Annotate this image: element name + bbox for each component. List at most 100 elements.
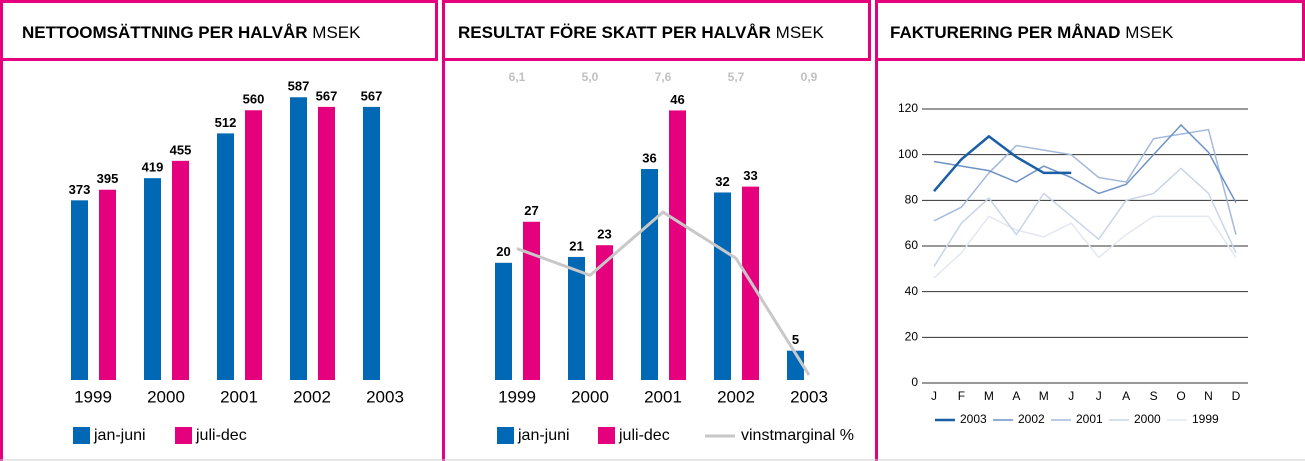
bar <box>172 160 189 380</box>
bar-value-label: 33 <box>743 168 757 183</box>
legend-label: 1999 <box>1192 412 1219 426</box>
x-tick-label: 2002 <box>717 387 755 406</box>
bar <box>596 245 613 380</box>
x-tick-label: 2001 <box>220 387 258 406</box>
x-tick-label: J <box>931 389 937 403</box>
line-value-label: 6,1 <box>509 70 526 84</box>
x-tick-label: M <box>1039 389 1049 403</box>
legend-swatch <box>175 427 192 444</box>
x-tick-label: 1999 <box>74 387 112 406</box>
x-tick-label: 2003 <box>366 387 404 406</box>
bar-value-label: 373 <box>69 182 91 197</box>
legend-label: 2001 <box>1076 412 1103 426</box>
bar-value-label: 27 <box>524 203 538 218</box>
title: FAKTURERING PER MÅNAD <box>890 23 1120 42</box>
bar <box>523 221 540 380</box>
x-tick-label: 2000 <box>147 387 185 406</box>
bar <box>71 200 88 380</box>
bar <box>144 178 161 380</box>
bar-value-label: 512 <box>215 115 237 130</box>
bar-value-label: 46 <box>670 92 684 107</box>
unit: MSEK <box>776 23 825 42</box>
x-tick-label: N <box>1204 389 1213 403</box>
bar <box>714 192 731 380</box>
legend-label: jan-juni <box>517 427 570 444</box>
legend-label: 2003 <box>960 412 987 426</box>
chart-title: FAKTURERING PER MÅNAD MSEK <box>890 23 1174 42</box>
legend-swatch <box>73 427 90 444</box>
bar-value-label: 23 <box>597 227 611 242</box>
x-tick-label: A <box>1012 389 1020 403</box>
bar-value-label: 560 <box>243 92 265 107</box>
legend-swatch <box>598 427 615 444</box>
unit: MSEK <box>1125 23 1174 42</box>
line-value-label: 5,7 <box>728 70 745 84</box>
x-tick-label: M <box>984 389 994 403</box>
bar <box>245 110 262 381</box>
bar-value-label: 455 <box>170 142 192 157</box>
bar <box>363 106 380 381</box>
legend-label: vinstmarginal % <box>741 427 854 444</box>
x-tick-label: S <box>1150 389 1158 403</box>
panel-header <box>875 0 1305 61</box>
x-tick-label: 2001 <box>644 387 682 406</box>
line-value-label: 7,6 <box>655 70 672 84</box>
y-tick-label: 20 <box>905 330 919 344</box>
x-tick-label: J <box>1096 389 1102 403</box>
y-tick-label: 60 <box>905 238 919 252</box>
y-tick-label: 0 <box>911 375 918 389</box>
line <box>933 167 1237 267</box>
x-tick-label: J <box>1068 389 1074 403</box>
legend-swatch <box>497 427 514 444</box>
line <box>933 215 1237 279</box>
bar-value-label: 32 <box>715 174 729 189</box>
x-tick-label: 2000 <box>571 387 609 406</box>
panel-header <box>442 0 871 61</box>
y-tick-label: 40 <box>905 284 919 298</box>
line-value-label: 0,9 <box>801 70 818 84</box>
bar-value-label: 567 <box>361 88 383 103</box>
line-value-label: 5,0 <box>582 70 599 84</box>
bar-value-label: 567 <box>316 88 338 103</box>
legend-label: 2002 <box>1018 412 1045 426</box>
bar-value-label: 36 <box>642 150 656 165</box>
title: NETTOOMSÄTTNING PER HALVÅR <box>22 23 308 42</box>
x-tick-label: D <box>1232 389 1241 403</box>
y-tick-label: 120 <box>898 101 918 115</box>
bar-value-label: 20 <box>496 244 510 259</box>
bar-value-label: 587 <box>288 79 310 94</box>
x-tick-label: A <box>1122 389 1130 403</box>
y-tick-label: 80 <box>905 193 919 207</box>
bar-value-label: 5 <box>792 332 799 347</box>
title: RESULTAT FÖRE SKATT PER HALVÅR <box>458 23 771 42</box>
line <box>516 210 811 376</box>
y-tick-label: 100 <box>898 147 918 161</box>
x-tick-label: F <box>958 389 965 403</box>
x-tick-label: 2003 <box>790 387 828 406</box>
chart-title: NETTOOMSÄTTNING PER HALVÅR MSEK <box>22 23 361 42</box>
bar <box>217 133 234 380</box>
line <box>933 123 1237 203</box>
bar-value-label: 419 <box>142 160 164 175</box>
bar-value-label: 21 <box>569 238 583 253</box>
chart-title: RESULTAT FÖRE SKATT PER HALVÅR MSEK <box>458 23 824 42</box>
legend-label: juli-dec <box>195 427 247 444</box>
x-tick-label: 1999 <box>498 387 536 406</box>
unit: MSEK <box>312 23 361 42</box>
line <box>933 128 1237 235</box>
bar <box>669 110 686 380</box>
bar <box>568 256 585 380</box>
line <box>933 134 1072 193</box>
legend-label: juli-dec <box>618 427 670 444</box>
bar <box>641 169 658 380</box>
bar <box>99 189 116 380</box>
legend-label: jan-juni <box>93 427 146 444</box>
x-tick-label: O <box>1176 389 1185 403</box>
legend-label: 2000 <box>1134 412 1161 426</box>
bar <box>495 262 512 380</box>
bar <box>290 97 307 381</box>
panel-header <box>0 0 438 61</box>
x-tick-label: 2002 <box>293 387 331 406</box>
